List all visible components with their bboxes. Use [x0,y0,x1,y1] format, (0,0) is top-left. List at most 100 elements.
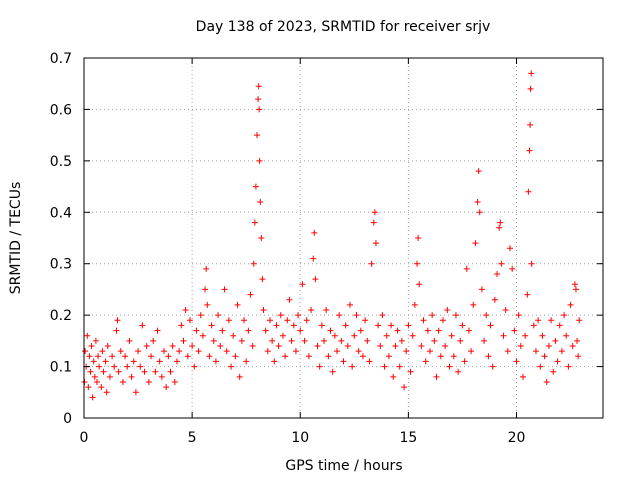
y-axis-label: SRMTID / TECUs [8,182,24,295]
data-point-marker [89,394,96,401]
data-point-marker [368,260,375,267]
data-point-marker [286,296,293,303]
data-point-marker [502,307,509,313]
data-point-marker [257,199,264,205]
data-point-marker [381,363,388,370]
data-point-marker [282,353,289,360]
data-point-marker [530,322,537,329]
data-point-marker [336,312,343,319]
data-point-marker [372,240,379,247]
data-point-marker [124,363,131,370]
y-tick-label: 0 [63,411,72,427]
data-point-marker [292,348,299,355]
data-point-marker [215,312,222,319]
data-point-marker [550,368,557,375]
data-point-marker [468,348,475,355]
data-point-marker [561,312,568,319]
data-point-marker [437,353,444,360]
data-point-marker [342,322,349,329]
x-tick-label: 15 [399,430,417,446]
data-point-marker [243,358,250,365]
data-point-marker [407,368,414,375]
data-point-marker [552,337,559,344]
data-point-marker [311,229,318,236]
data-point-marker [357,327,364,334]
data-point-marker [446,363,453,370]
data-point-marker [254,132,260,139]
data-point-marker [351,332,358,339]
data-point-marker [370,219,377,226]
data-point-marker [483,312,490,319]
data-point-marker [255,96,262,103]
data-point-marker [113,327,120,334]
data-point-marker [569,343,576,349]
data-point-marker [288,337,295,344]
data-point-marker [93,379,100,385]
data-point-marker [106,373,113,380]
data-point-marker [158,373,165,380]
data-point-marker [532,348,539,355]
data-point-marker [329,368,336,375]
data-point-marker [273,322,280,329]
data-point-marker [565,363,572,370]
data-point-marker [522,332,529,339]
data-point-marker [485,353,492,360]
data-point-marker [310,255,317,262]
data-point-marker [548,317,555,324]
data-point-marker [349,363,356,370]
data-point-marker [135,348,142,355]
data-point-marker [225,317,232,324]
data-point-marker [111,363,118,370]
data-point-marker [163,384,170,391]
data-point-marker [392,343,399,349]
data-point-marker [154,327,161,334]
data-point-marker [284,317,291,324]
data-point-marker [422,358,429,365]
data-point-marker [359,353,366,360]
data-point-marker [377,343,384,349]
data-point-marker [507,245,514,252]
data-point-marker [524,291,531,298]
data-point-marker [238,337,245,344]
data-point-marker [457,337,464,344]
data-point-marker [571,281,578,288]
data-point-marker [525,188,532,195]
data-point-marker [545,343,552,349]
data-point-marker [414,260,421,267]
data-point-marker [92,337,99,344]
data-point-marker [91,373,98,380]
data-point-marker [563,332,570,339]
data-point-marker [535,317,542,324]
data-point-marker [102,358,109,365]
x-tick-label: 20 [508,430,526,446]
data-point-marker [500,332,507,339]
data-point-marker [245,327,252,334]
data-point-marker [208,322,215,329]
data-point-marker [355,348,362,355]
data-point-marker [161,348,168,355]
data-point-marker [450,353,457,360]
data-point-marker [498,260,505,267]
data-point-marker [249,343,256,349]
data-point-marker [271,358,278,365]
data-point-marker [527,85,534,92]
data-point-marker [316,363,323,370]
data-point-marker [558,348,565,355]
data-point-marker [527,121,534,128]
data-point-marker [491,296,498,303]
data-point-marker [465,327,472,334]
data-point-marker [297,327,304,334]
data-point-marker [173,358,180,365]
data-point-marker [197,312,204,319]
y-tick-label: 0.5 [50,154,72,170]
data-point-marker [481,337,488,344]
data-point-marker [496,224,503,231]
data-point-marker [448,332,455,339]
data-point-marker [178,322,185,329]
data-point-marker [251,219,258,226]
data-point-marker [517,343,524,349]
data-point-marker [143,343,150,349]
data-point-marker [519,373,526,380]
data-point-marker [340,358,347,365]
data-point-marker [295,312,302,319]
